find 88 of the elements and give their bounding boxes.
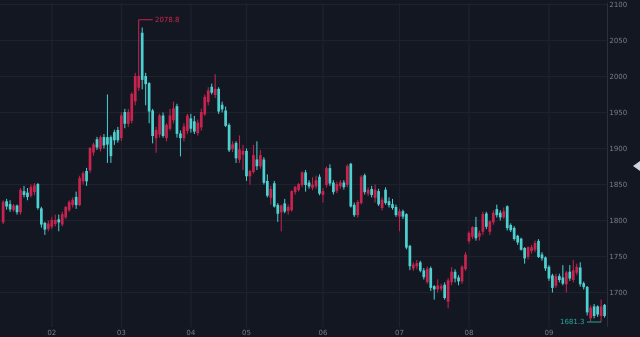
candlestick [74,191,78,210]
candlestick [123,108,126,129]
candlestick [71,196,74,208]
candlestick [415,260,418,270]
candlestick [256,140,258,171]
candlestick [162,112,164,138]
candlestick [426,266,429,284]
candlestick [192,116,196,135]
candlestick [377,188,380,207]
candlestick [322,188,324,203]
candlestick [342,180,346,190]
candlestick [85,167,88,186]
candlestick [506,204,509,232]
candlestick [16,204,18,216]
candlestick [374,184,376,203]
candlestick [318,174,321,196]
candlestick [214,74,217,99]
candlestick [269,185,272,206]
candlestick [210,83,214,95]
candlestick [259,149,262,170]
candlestick [311,176,314,191]
candlestick [88,146,92,174]
candlestick [336,181,338,194]
candlestick [78,175,81,207]
candlestick [116,126,120,144]
candlestick [454,268,456,283]
candlestick [12,203,15,212]
candlestick [346,164,349,188]
candlestick [537,238,540,258]
candlestick [366,186,370,196]
candlestick [54,214,57,227]
candlestick [33,182,36,196]
candlestick [440,283,443,292]
candlestick [474,216,478,242]
candlestick [592,303,596,319]
candlestick [231,140,234,153]
candlestick [412,262,415,272]
candlestick [596,304,599,318]
candlestick [589,304,592,322]
candlestick [190,113,192,134]
candlestick [46,220,50,232]
candlestick [526,246,530,260]
candlestick [22,185,26,198]
candlestick [50,216,54,230]
candlestick [534,240,536,253]
candlestick [217,86,220,114]
candlestick [120,112,123,142]
candlestick [245,148,248,182]
candlestick [314,175,318,190]
candlestick [436,278,440,293]
candlestick [300,170,304,188]
candlestick [568,264,572,282]
candlestick [578,262,582,288]
candlestick [26,188,29,201]
candlestick [339,180,342,190]
candlestick [290,190,294,212]
candlestick [603,303,606,318]
candlestick [600,299,602,322]
candlestick [384,186,387,206]
candlestick [280,204,283,232]
candlestick [502,206,506,220]
candlestick [485,211,488,230]
candlestick [572,260,575,283]
candlestick [96,136,98,150]
candlestick [554,273,558,289]
candlestick [5,198,8,210]
candlestick [106,94,109,164]
candlestick [234,140,238,164]
candlestick [398,208,401,232]
candlestick [380,196,384,211]
candlestick [512,226,516,242]
candlestick [57,214,60,232]
candlestick [8,200,12,212]
candlestick [283,198,286,214]
candlestick [304,170,307,192]
candlestick [495,204,498,218]
candlestick [2,200,4,225]
candlestick [19,188,22,216]
candlestick [30,184,32,198]
candlestick [586,285,589,316]
candlestick [564,270,568,293]
candlestick [562,264,564,286]
candlestick [325,166,328,188]
candlestick [370,185,373,198]
candlestick [471,226,474,240]
candlestick [363,173,366,196]
candlestick [443,282,446,300]
candlestick [99,134,102,152]
